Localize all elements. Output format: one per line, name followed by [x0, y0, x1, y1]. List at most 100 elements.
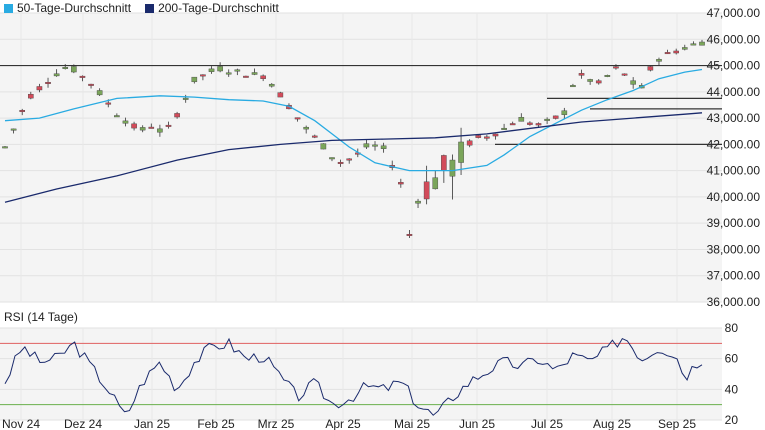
candle-up	[71, 66, 77, 73]
candle-down	[527, 122, 533, 125]
candle-up	[604, 75, 611, 77]
sma50-swatch	[4, 3, 13, 13]
candle-up	[432, 177, 439, 190]
candle-down	[509, 123, 516, 126]
rsi-tick-label: 40	[725, 382, 739, 396]
candle-down	[492, 133, 499, 137]
rsi-tick-label: 20	[725, 413, 739, 427]
candle-up	[96, 90, 103, 96]
legend-label-sma50: 50-Tage-Durchschnitt	[17, 1, 132, 15]
candle-up	[268, 83, 275, 87]
candle-down	[466, 140, 473, 146]
candle-up	[372, 144, 378, 147]
candle-down	[311, 135, 318, 138]
candle-down	[613, 66, 619, 69]
rsi-title: RSI (14 Tage)	[4, 310, 78, 324]
candle-up	[681, 47, 688, 50]
candle-down	[260, 75, 266, 79]
y-tick-label: 44,000.00	[707, 85, 761, 99]
candle-up	[62, 67, 69, 69]
y-tick-label: 41,000.00	[707, 164, 761, 178]
candle-up	[561, 110, 568, 115]
y-tick-label: 43,000.00	[707, 111, 761, 125]
candle-up	[53, 73, 60, 77]
candle-down	[165, 124, 172, 127]
candle-up	[656, 59, 662, 62]
y-tick-label: 40,000.00	[707, 190, 761, 204]
candle-down	[19, 110, 26, 112]
main-panel	[0, 13, 722, 302]
candle-down	[398, 182, 404, 185]
candle-up	[217, 66, 223, 72]
x-tick-label: Apr 25	[325, 417, 361, 430]
candle-up	[122, 120, 129, 124]
candle-down	[36, 86, 43, 91]
candle-up	[208, 68, 215, 72]
candle-up	[320, 143, 327, 150]
candle-up	[587, 79, 593, 82]
candle-down	[88, 83, 94, 86]
rsi-tick-label: 60	[725, 352, 739, 366]
x-tick-label: Mai 25	[394, 417, 430, 430]
candle-up	[449, 159, 456, 177]
candle-down	[578, 73, 585, 76]
x-tick-label: Nov 24	[2, 417, 40, 430]
y-tick-label: 36,000.00	[707, 295, 761, 309]
candle-down	[28, 93, 34, 99]
candle-up	[329, 157, 335, 160]
candle-up	[380, 145, 387, 149]
candle-up	[690, 43, 697, 46]
candle-up	[2, 146, 8, 149]
candle-down	[664, 52, 671, 55]
y-tick-label: 37,000.00	[707, 269, 761, 283]
y-tick-label: 39,000.00	[707, 216, 761, 230]
candle-down	[441, 155, 447, 171]
candle-up	[570, 85, 576, 88]
y-tick-label: 47,000.00	[707, 6, 761, 20]
y-tick-label: 46,000.00	[707, 32, 761, 46]
candle-down	[673, 50, 679, 54]
candle-down	[647, 66, 654, 71]
candle-down	[294, 117, 301, 120]
candle-up	[518, 117, 525, 122]
x-tick-label: Aug 25	[593, 417, 631, 430]
candle-down	[174, 113, 180, 118]
x-tick-label: Dez 24	[64, 417, 102, 430]
candle-down	[200, 74, 206, 77]
x-tick-label: Jun 25	[459, 417, 495, 430]
candle-up	[191, 76, 198, 83]
candle-up	[363, 143, 370, 148]
candle-up	[699, 41, 705, 46]
rsi-line	[4, 337, 703, 416]
candle-down	[423, 181, 430, 200]
candle-down	[337, 161, 344, 164]
legend-item-sma50[interactable]: 50-Tage-Durchschnitt	[4, 1, 131, 15]
candle-down	[475, 135, 482, 138]
candle-up	[415, 200, 421, 204]
sma200-swatch	[145, 3, 155, 13]
sma200-line	[4, 112, 703, 203]
candle-up	[458, 141, 464, 163]
candle-up	[544, 118, 550, 121]
candle-down	[552, 115, 559, 119]
candle-down	[131, 123, 137, 129]
legend-item-sma200[interactable]: 200-Tage-Durchschnitt	[145, 1, 279, 15]
candle-down	[243, 75, 249, 78]
candle-down	[535, 123, 542, 126]
candle-down	[79, 75, 86, 78]
candle-up	[234, 69, 241, 72]
candle-up	[303, 126, 309, 130]
candle-up	[225, 72, 232, 75]
candle-up	[157, 128, 163, 133]
x-tick-label: Mrz 25	[258, 417, 295, 430]
candle-up	[251, 72, 258, 75]
candle-down	[277, 92, 284, 98]
x-tick-label: Feb 25	[197, 417, 235, 430]
x-tick-label: Jul 25	[531, 417, 563, 430]
candle-up	[139, 127, 146, 131]
candle-down	[346, 158, 352, 161]
candle-down	[484, 136, 490, 139]
x-tick-label: Sep 25	[658, 417, 696, 430]
legend-label-sma200: 200-Tage-Durchschnitt	[158, 1, 279, 15]
